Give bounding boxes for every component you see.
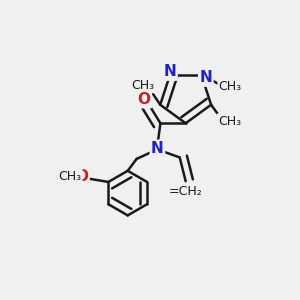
Text: O: O [138, 92, 151, 107]
Text: N: N [200, 70, 212, 85]
Text: CH₃: CH₃ [219, 80, 242, 93]
Text: N: N [164, 64, 176, 80]
Text: CH₃: CH₃ [58, 169, 81, 182]
Text: =CH₂: =CH₂ [169, 185, 202, 198]
Text: CH₃: CH₃ [218, 115, 241, 128]
Text: O: O [75, 169, 88, 184]
Text: N: N [151, 141, 164, 156]
Text: CH₃: CH₃ [131, 79, 154, 92]
